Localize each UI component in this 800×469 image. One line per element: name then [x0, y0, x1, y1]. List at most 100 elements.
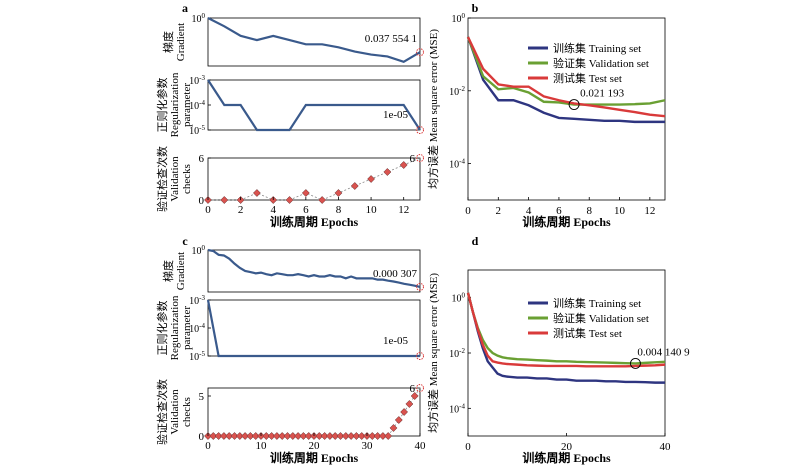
validation-point	[352, 432, 361, 440]
x-tick-label: 40	[415, 440, 427, 452]
x-tick-label: 12	[644, 205, 655, 217]
series-line-0	[466, 36, 665, 124]
y-tick-label: 10-3	[189, 294, 205, 307]
validation-line	[208, 157, 421, 201]
validation-point	[272, 432, 281, 440]
validation-point	[389, 424, 398, 432]
validation-point	[367, 175, 376, 183]
validation-point	[241, 432, 250, 440]
validation-line	[208, 387, 421, 437]
end-marker	[416, 352, 424, 360]
legend-label: 验证集 Validation set	[553, 56, 649, 70]
y-tick-label: 10-3	[189, 74, 205, 87]
validation-point	[350, 182, 359, 190]
validation-point	[225, 432, 234, 440]
validation-point	[246, 432, 255, 440]
best-point-annotation: 0.004 140 9	[637, 346, 690, 358]
validation-point	[405, 400, 414, 408]
validation-point	[400, 408, 409, 416]
panel-letter-d: d	[472, 234, 479, 248]
end-annotation: 0.000 307	[373, 268, 418, 280]
y-tick-label: 10-2	[449, 85, 465, 98]
validation-point	[347, 432, 356, 440]
x-tick-label: 8	[336, 204, 342, 216]
y-tick-label: 10-5	[189, 124, 205, 137]
panel-letter-b: b	[472, 1, 479, 15]
y-tick-label: 10-4	[449, 402, 465, 415]
validation-point	[357, 432, 366, 440]
validation-point	[304, 432, 313, 440]
validation-point	[315, 432, 324, 440]
validation-point	[278, 432, 287, 440]
validation-point	[383, 168, 392, 176]
end-annotation: 1e-05	[383, 109, 409, 121]
subplot-frame	[207, 387, 421, 437]
best-point-marker	[630, 357, 641, 369]
validation-point	[373, 432, 382, 440]
x-tick-label: 4	[270, 204, 276, 216]
validation-point	[230, 432, 239, 440]
series-line-gradient	[207, 17, 421, 63]
validation-point	[283, 432, 292, 440]
x-tick-label: 40	[660, 441, 672, 453]
x-axis-label: 训练周期 Epochs	[522, 450, 611, 465]
y-tick-label: 10-4	[189, 99, 205, 112]
legend-label: 测试集 Test set	[553, 326, 622, 340]
x-tick-label: 0	[465, 205, 471, 217]
series-line-0	[466, 292, 665, 384]
validation-point	[341, 432, 350, 440]
y-tick-label: 0	[199, 431, 205, 443]
x-tick-label: 6	[303, 204, 309, 216]
y-tick-label: 100	[192, 244, 206, 257]
validation-point	[320, 432, 329, 440]
subplot-ylabel: Validation	[169, 156, 181, 202]
series-line-regularization	[207, 79, 421, 132]
validation-point	[285, 196, 294, 204]
validation-point	[299, 432, 308, 440]
plot-frame	[467, 17, 666, 201]
panel-letter-a: a	[182, 1, 188, 15]
x-tick-label: 0	[465, 441, 471, 453]
legend-label: 测试集 Test set	[553, 71, 622, 85]
end-annotation: 0.037 554 1	[365, 33, 417, 45]
validation-point	[378, 432, 387, 440]
best-point-annotation: 0.021 193	[580, 88, 625, 100]
y-tick-label: 10-4	[189, 322, 205, 335]
x-axis-label: 训练周期 Epochs	[522, 214, 611, 229]
validation-point	[334, 189, 343, 197]
subplot-ylabel: 梯度	[161, 260, 175, 282]
validation-point	[331, 432, 340, 440]
x-tick-label: 2	[238, 204, 244, 216]
x-axis-label: 训练周期 Epochs	[270, 214, 359, 229]
subplot-ylabel: parameter	[181, 306, 193, 350]
series-line-1	[466, 36, 666, 106]
y-tick-label: 10-2	[449, 347, 465, 360]
validation-point	[267, 432, 276, 440]
x-tick-label: 30	[362, 440, 374, 452]
x-tick-label: 20	[309, 440, 321, 452]
y-tick-label: 10-5	[189, 350, 205, 363]
x-tick-label: 2	[496, 205, 502, 217]
x-tick-label: 10	[256, 440, 268, 452]
validation-point	[214, 432, 223, 440]
series-line-2	[466, 36, 666, 118]
x-tick-label: 8	[586, 205, 592, 217]
subplot-ylabel: checks	[181, 164, 193, 194]
validation-point	[301, 189, 310, 197]
validation-point	[318, 196, 327, 204]
x-axis-label: 训练周期 Epochs	[270, 450, 359, 465]
subplot-frame	[207, 249, 421, 293]
subplot-ylabel: Validation	[169, 389, 181, 435]
x-tick-label: 10	[366, 204, 378, 216]
x-tick-label: 6	[556, 205, 562, 217]
panel-letter-c: c	[182, 234, 188, 248]
plot-frame	[467, 269, 666, 437]
subplot-ylabel: Gradient	[175, 252, 187, 290]
end-marker	[416, 384, 424, 392]
validation-point	[251, 432, 260, 440]
validation-point	[336, 432, 345, 440]
end-annotation: 6	[410, 153, 416, 165]
x-tick-label: 12	[398, 204, 409, 216]
validation-point	[209, 432, 218, 440]
